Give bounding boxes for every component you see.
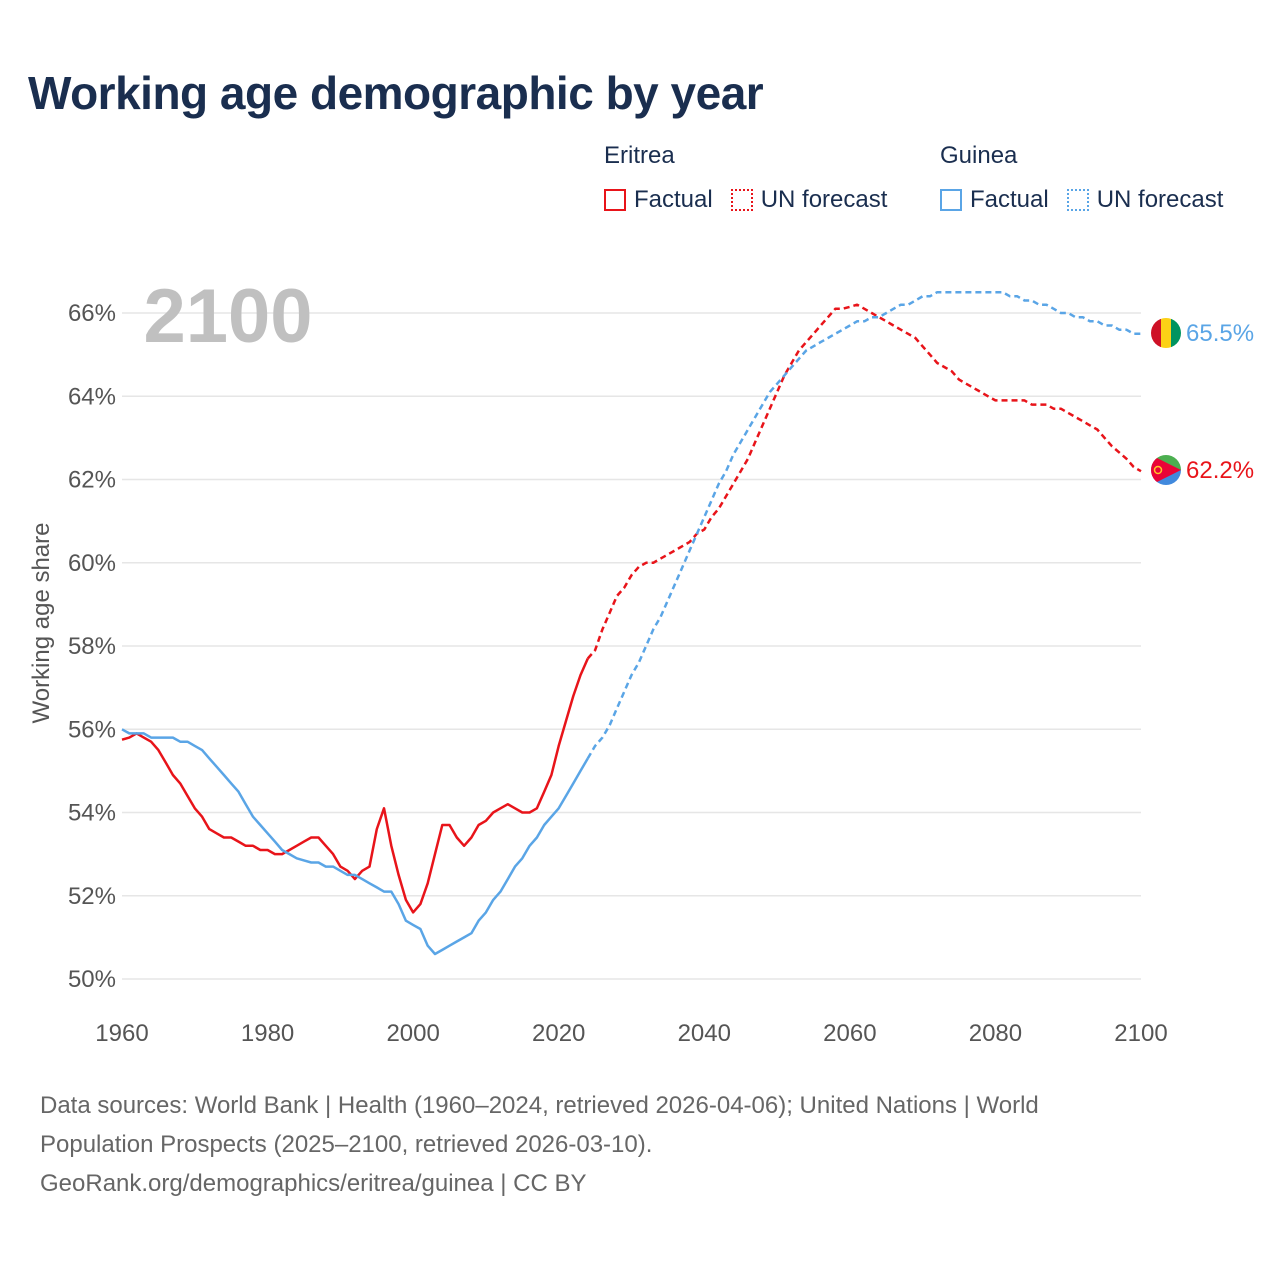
- y-tick-label: 62%: [68, 467, 116, 494]
- legend-eritrea-factual-label: Factual: [634, 186, 713, 213]
- legend-guinea: Guinea Factual UN forecast: [940, 142, 1223, 214]
- legend-guinea-factual-swatch: [940, 189, 962, 211]
- x-tick-label: 2060: [823, 1020, 876, 1047]
- legend-guinea-forecast-label: UN forecast: [1096, 186, 1224, 213]
- guinea-flag-icon: [1151, 318, 1181, 348]
- legend-guinea-forecast-swatch: [1066, 189, 1089, 211]
- eritrea-factual-line: [121, 657, 589, 914]
- legend-eritrea-factual[interactable]: Factual: [604, 186, 713, 214]
- y-tick-label: 64%: [68, 383, 116, 410]
- series-lines: [121, 290, 1142, 956]
- x-tick-label: 2080: [969, 1020, 1022, 1047]
- footer-line-3[interactable]: GeoRank.org/demographics/eritrea/guinea …: [40, 1170, 587, 1197]
- y-tick-label: 66%: [68, 300, 116, 327]
- x-tick-label: 1980: [241, 1020, 294, 1047]
- legend-guinea-factual[interactable]: Factual: [940, 186, 1049, 214]
- y-axis-label: Working age share: [28, 523, 55, 724]
- x-tick-label: 2100: [1114, 1020, 1167, 1047]
- eritrea-flag-icon: [1151, 455, 1181, 485]
- x-axis-ticks: 1960 1980 2000 2020 2040 2060 2080 2100: [95, 1020, 1167, 1047]
- legend-eritrea-forecast-label: UN forecast: [760, 186, 888, 213]
- y-tick-label: 50%: [68, 966, 116, 993]
- x-tick-label: 2040: [678, 1020, 731, 1047]
- end-label-eritrea: 62.2%: [1186, 457, 1254, 484]
- guinea-forecast-line: [586, 290, 1141, 760]
- legend-eritrea: Eritrea Factual UN forecast: [604, 142, 905, 214]
- legend-eritrea-forecast-swatch: [730, 189, 753, 211]
- legend-guinea-forecast[interactable]: UN forecast: [1066, 186, 1224, 214]
- footer-line-2: Population Prospects (2025–2100, retriev…: [40, 1131, 653, 1158]
- y-tick-label: 60%: [68, 550, 116, 577]
- y-tick-label: 52%: [68, 883, 116, 910]
- footer-line-1: Data sources: World Bank | Health (1960–…: [40, 1092, 1039, 1119]
- legend-eritrea-factual-swatch: [604, 189, 626, 211]
- year-overlay: 2100: [143, 274, 312, 359]
- y-tick-label: 56%: [68, 716, 116, 743]
- footer-sources: Data sources: World Bank | Health (1960–…: [40, 1086, 1220, 1203]
- y-tick-label: 58%: [68, 633, 116, 660]
- y-axis-ticks: 50% 52% 54% 56% 58% 60% 62% 64% 66%: [68, 300, 116, 993]
- legend-eritrea-name: Eritrea: [604, 142, 675, 169]
- x-tick-label: 2020: [532, 1020, 585, 1047]
- grid-lines: [122, 312, 1141, 980]
- chart-title: Working age demographic by year: [28, 67, 764, 119]
- line-chart: 2100 50% 52% 54% 56% 58% 60% 62% 64% 66% 1960 198…: [28, 274, 1254, 1047]
- eritrea-forecast-line: [586, 303, 1142, 660]
- y-tick-label: 54%: [68, 800, 116, 827]
- guinea-factual-line: [121, 728, 589, 956]
- x-tick-label: 2000: [386, 1020, 439, 1047]
- legend-guinea-factual-label: Factual: [970, 186, 1049, 213]
- legend-guinea-name: Guinea: [940, 142, 1018, 169]
- x-tick-label: 1960: [95, 1020, 148, 1047]
- end-label-guinea: 65.5%: [1186, 320, 1254, 347]
- legend-eritrea-forecast[interactable]: UN forecast: [730, 186, 888, 214]
